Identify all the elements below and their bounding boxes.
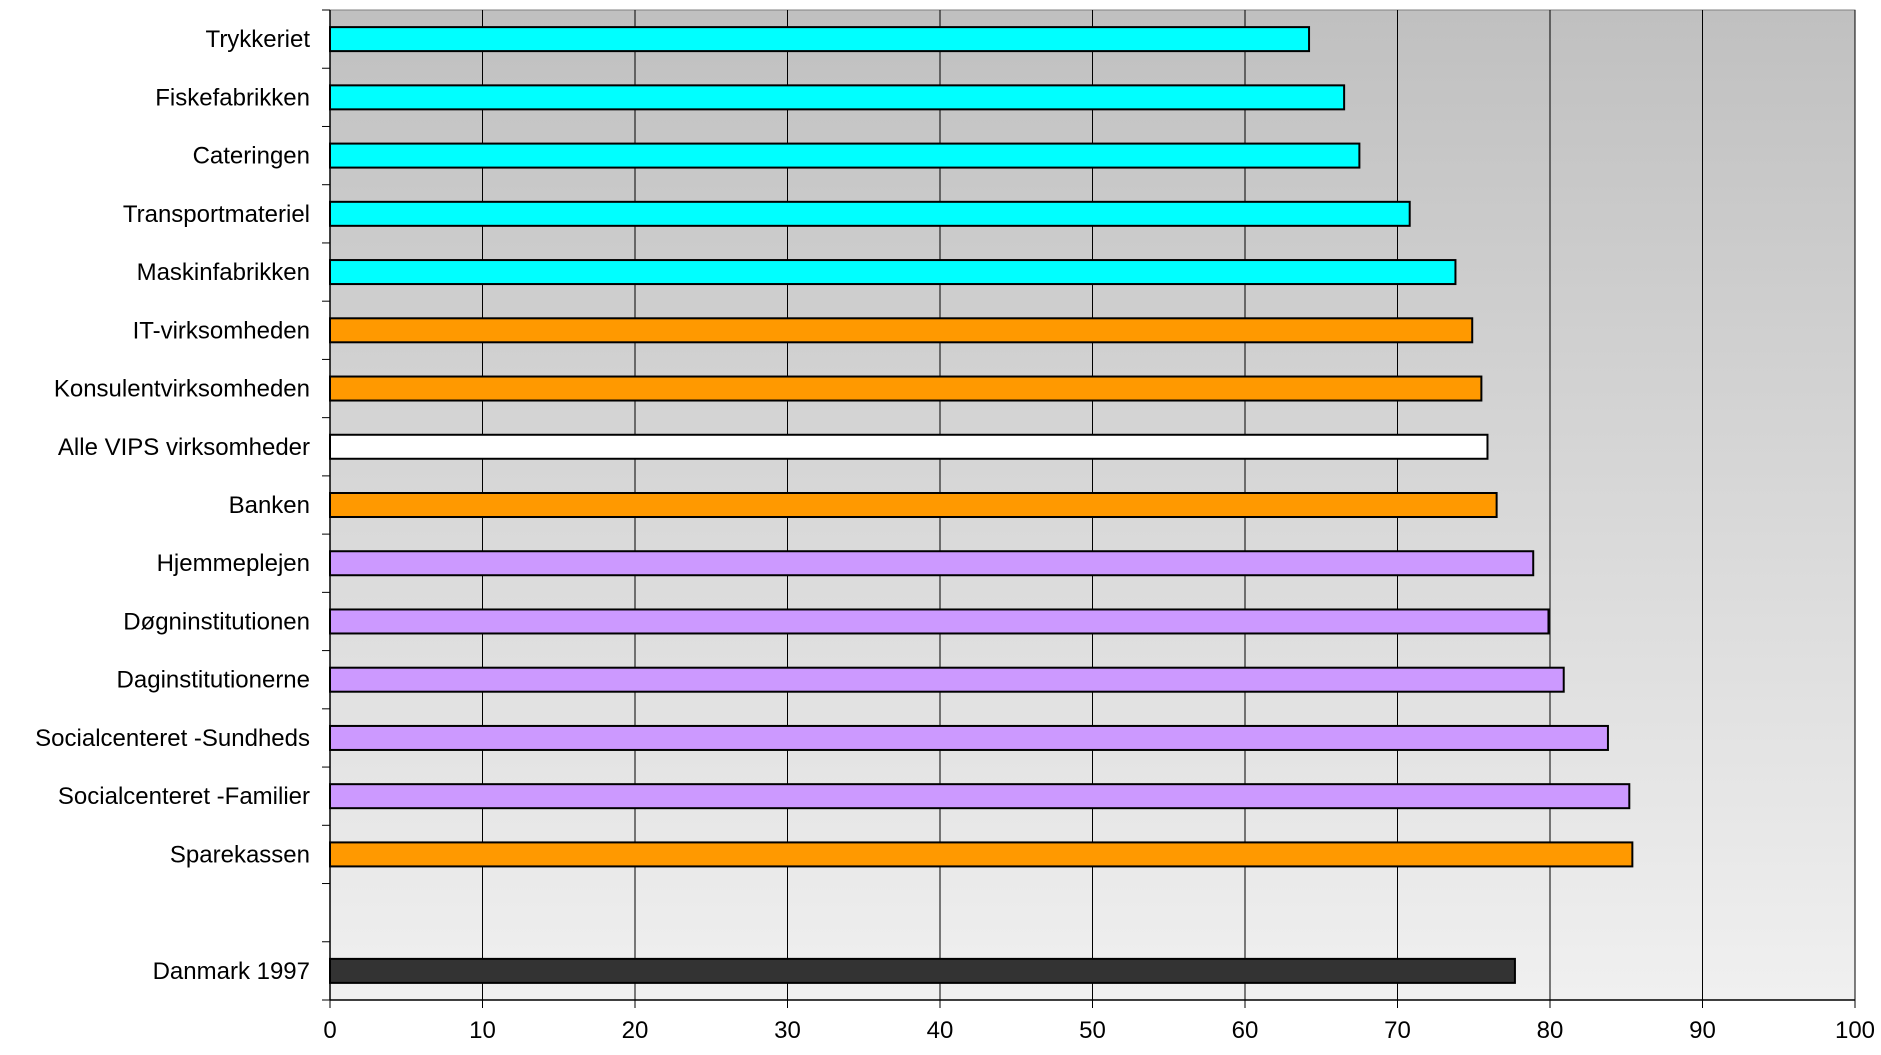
- category-label: Alle VIPS virksomheder: [58, 434, 310, 461]
- x-tick-label: 10: [469, 1017, 496, 1044]
- bar: [329, 84, 1346, 111]
- bar: [329, 259, 1457, 286]
- bar: [329, 200, 1411, 227]
- x-tick-label: 20: [622, 1017, 649, 1044]
- x-tick-label: 70: [1384, 1017, 1411, 1044]
- bar: [329, 433, 1489, 460]
- bar: [329, 317, 1474, 344]
- bar: [329, 841, 1634, 868]
- x-tick-label: 100: [1835, 1017, 1875, 1044]
- bar: [329, 724, 1609, 751]
- category-label: Trykkeriet: [206, 26, 311, 53]
- category-label: Sparekassen: [170, 841, 310, 868]
- x-tick-label: 90: [1689, 1017, 1716, 1044]
- category-label: Daginstitutionerne: [117, 667, 310, 694]
- category-label: Cateringen: [193, 143, 310, 170]
- bar: [329, 492, 1498, 518]
- bar: [329, 608, 1550, 635]
- x-tick-label: 0: [323, 1017, 336, 1044]
- category-label: Maskinfabrikken: [137, 259, 310, 286]
- category-label: Transportmateriel: [123, 201, 310, 228]
- category-label: Banken: [229, 492, 310, 519]
- bar: [329, 26, 1311, 53]
- category-label: Fiskefabrikken: [155, 84, 310, 111]
- x-tick-label: 50: [1079, 1017, 1106, 1044]
- category-label: Konsulentvirksomheden: [54, 376, 310, 403]
- category-label: IT-virksomheden: [133, 317, 310, 344]
- category-label: Hjemmeplejen: [157, 550, 310, 577]
- x-tick-label: 30: [774, 1017, 801, 1044]
- bar: [329, 957, 1516, 984]
- bar: [329, 783, 1631, 810]
- x-tick-label: 40: [927, 1017, 954, 1044]
- bar: [329, 142, 1361, 169]
- category-label: Socialcenteret -Sundheds: [35, 725, 310, 752]
- x-tick-label: 80: [1537, 1017, 1564, 1044]
- bar: [329, 375, 1483, 402]
- bar: [329, 550, 1535, 577]
- category-label: Socialcenteret -Familier: [58, 783, 310, 810]
- bar: [329, 666, 1565, 693]
- category-label: Døgninstitutionen: [123, 608, 310, 635]
- x-tick-label: 60: [1232, 1017, 1259, 1044]
- category-label: Danmark 1997: [153, 958, 310, 985]
